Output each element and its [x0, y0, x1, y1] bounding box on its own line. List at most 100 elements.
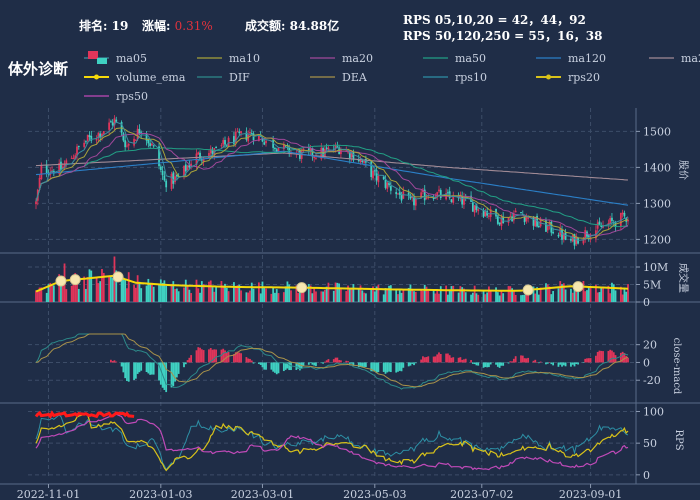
macd-bar [571, 362, 574, 365]
volume-tick-label: 10M [643, 261, 668, 274]
candle-body [152, 145, 155, 147]
candle-body [336, 146, 339, 148]
volume-bar [83, 276, 86, 302]
turnover-value: 84.88亿 [289, 19, 340, 33]
candle-body [411, 196, 414, 198]
volume-signal-marker [55, 275, 67, 287]
macd-bar [227, 352, 230, 363]
volume-bar [447, 294, 449, 302]
macd-bar [245, 357, 248, 363]
macd-bar [546, 362, 549, 364]
volume-bar [548, 286, 551, 302]
legend-label-ma120: ma120 [568, 52, 606, 65]
macd-bar [557, 362, 560, 367]
candle-body [363, 160, 365, 163]
macd-bar [151, 362, 153, 375]
candle-body [463, 197, 465, 205]
volume-bar [277, 293, 280, 302]
volume-bar [373, 291, 376, 302]
candle-body [340, 150, 342, 155]
candle-body [263, 142, 266, 145]
volume-bar [309, 285, 312, 302]
volume-bar [486, 292, 489, 302]
rps-long-text: RPS 50,120,250 = 55，16，38 [403, 29, 603, 43]
candle-body [245, 132, 248, 140]
macd-bar [523, 358, 526, 363]
candle-body [400, 194, 403, 201]
volume-axis-label: 成交量 [677, 263, 690, 293]
volume-bar [539, 287, 542, 302]
candle-body [170, 173, 173, 189]
volume-bar [425, 286, 428, 302]
volume-bar [263, 288, 266, 302]
volume-bar [270, 293, 273, 302]
candle-body [60, 161, 62, 171]
volume-bar [325, 286, 328, 302]
volume-bar [282, 292, 285, 302]
volume-bar [434, 293, 437, 302]
candle-body [159, 166, 162, 171]
macd-bar [471, 362, 474, 364]
legend-label-ma10: ma10 [229, 52, 260, 65]
macd-bar [127, 362, 130, 382]
macd-bar [488, 362, 490, 368]
dif-line [35, 333, 629, 390]
volume-bar [347, 285, 349, 302]
candle-body [277, 147, 280, 153]
candle-body [375, 169, 378, 181]
macd-bar [348, 362, 351, 364]
macd-bar [236, 351, 239, 363]
macd-bar [197, 347, 200, 363]
macd-bar [464, 358, 467, 363]
macd-bar [425, 357, 428, 363]
macd-bar [498, 362, 501, 368]
macd-bar [345, 360, 348, 363]
volume-bar [464, 292, 467, 302]
volume-bar [502, 293, 505, 302]
candle-body [422, 190, 424, 192]
macd-bar [361, 362, 364, 368]
rank-label: 排名: [79, 19, 108, 33]
macd-bar [147, 362, 150, 374]
macd-bar [224, 350, 226, 363]
volume-bar [482, 290, 485, 302]
candle-body [573, 234, 576, 246]
macd-bar [299, 362, 301, 371]
volume-bar [90, 270, 93, 302]
macd-bar [612, 352, 615, 363]
legend-marker-volume_ema [94, 74, 99, 80]
price-tick-label: 1300 [643, 197, 671, 210]
candle-body [101, 133, 103, 137]
volume-bar [288, 284, 291, 302]
volume-bar [134, 287, 137, 302]
volume-bar [514, 294, 517, 302]
volume-signal-marker [69, 274, 81, 286]
candle-body [86, 134, 89, 141]
macd-bar [340, 360, 342, 363]
volume-bar [170, 283, 173, 302]
volume-signal-marker [572, 281, 584, 293]
candle-body [40, 165, 43, 180]
volume-bar [65, 289, 68, 302]
macd-bar [208, 349, 210, 363]
candle-body [600, 225, 603, 228]
candle-body [520, 212, 522, 214]
rps-tick-label: 50 [643, 437, 657, 450]
volume-bar [452, 285, 455, 302]
macd-bar [159, 362, 162, 385]
volume-bar [215, 285, 217, 302]
macd-bar [238, 352, 241, 363]
volume-bar [338, 283, 341, 302]
volume-bar [398, 290, 401, 302]
volume-bar [409, 284, 412, 302]
macd-bar [527, 357, 530, 363]
macd-bar [309, 362, 312, 364]
volume-bar [334, 282, 337, 302]
diagnosis-button[interactable]: 体外诊断 [8, 60, 69, 78]
candle-body [211, 149, 214, 155]
candle-body [70, 157, 73, 159]
candle-body [111, 122, 114, 126]
volume-bar [400, 292, 403, 302]
macd-bar [389, 362, 392, 373]
